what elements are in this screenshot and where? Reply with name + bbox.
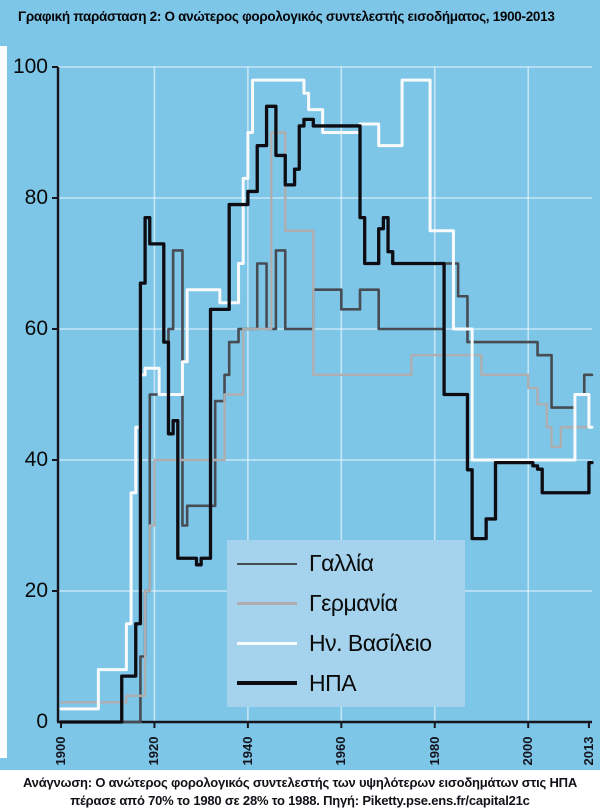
legend-item-uk: Ην. Βασίλειο	[227, 630, 465, 657]
x-tick-label: 2000	[520, 736, 536, 766]
uk-line-swatch	[237, 641, 297, 645]
series-line-ΗΠΑ	[59, 104, 594, 724]
y-tick-label: 0	[36, 710, 48, 733]
germany-line-swatch	[237, 602, 297, 605]
france-line-swatch	[237, 562, 297, 566]
legend-item-usa: ΗΠΑ	[227, 670, 465, 697]
chart-legend: Γαλλία Γερμανία Ην. Βασίλειο ΗΠΑ	[227, 540, 465, 707]
chart-title: Γραφική παράσταση 2: Ο ανώτερος φορολογι…	[18, 9, 555, 24]
reading-note-line1: Ανάγνωση: Ο ανώτερος φορολογικός συντελε…	[22, 775, 578, 790]
y-tick-label: 60	[24, 317, 48, 340]
series-line-Γερμανία	[59, 131, 594, 704]
x-tick-label: 2013	[580, 736, 596, 766]
x-tick-label: 1920	[146, 736, 162, 766]
y-tick-label: 20	[24, 579, 48, 602]
reading-note-line2: πέρασε από 70% το 1980 σε 28% το 1988. Π…	[70, 793, 530, 808]
y-tick-label: 80	[24, 186, 48, 209]
reading-note: Ανάγνωση: Ο ανώτερος φορολογικός συντελε…	[0, 770, 600, 809]
x-tick-label: 1960	[333, 736, 349, 766]
x-tick-label: 1900	[53, 736, 68, 766]
y-tick-label: 100	[12, 55, 48, 78]
legend-item-france: Γαλλία	[227, 550, 465, 577]
legend-label-france: Γαλλία	[309, 550, 374, 577]
legend-label-usa: ΗΠΑ	[309, 669, 357, 696]
legend-label-uk: Ην. Βασίλειο	[309, 629, 432, 656]
left-margin-strip	[0, 46, 7, 758]
y-tick-label: 40	[24, 448, 48, 471]
legend-label-germany: Γερμανία	[309, 590, 398, 617]
series-line-Ην. Βασίλειο	[59, 78, 594, 711]
legend-item-germany: Γερμανία	[227, 590, 465, 617]
x-tick-label: 1980	[426, 736, 442, 766]
x-tick-label: 1940	[239, 736, 255, 766]
usa-line-swatch	[237, 681, 297, 685]
